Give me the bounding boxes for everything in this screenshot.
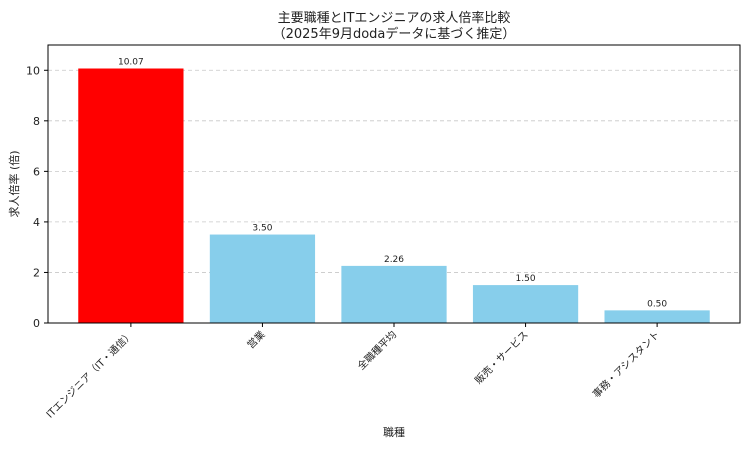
y-tick-label: 6 bbox=[33, 165, 40, 178]
x-tick-label: 営業 bbox=[244, 328, 267, 351]
x-tick-label: 事務・アシスタント bbox=[590, 328, 663, 401]
y-tick-label: 0 bbox=[33, 317, 40, 330]
bar bbox=[341, 265, 447, 323]
bar bbox=[604, 310, 710, 323]
bar bbox=[78, 68, 184, 324]
chart-subtitle: （2025年9月dodaデータに基づく推定） bbox=[273, 26, 516, 42]
y-tick-label: 4 bbox=[33, 216, 40, 229]
x-tick-label: ITエンジニア（IT・通信） bbox=[44, 329, 136, 421]
data-label: 2.26 bbox=[384, 255, 404, 265]
chart-title: 主要職種とITエンジニアの求人倍率比較 bbox=[278, 10, 511, 26]
y-tick-label: 10 bbox=[26, 64, 40, 77]
x-tick-label: 全職種平均 bbox=[355, 328, 400, 373]
data-label: 1.50 bbox=[516, 274, 536, 284]
y-tick-label: 8 bbox=[33, 115, 40, 128]
bar bbox=[209, 234, 316, 323]
data-label: 10.07 bbox=[118, 58, 144, 68]
y-tick-label: 2 bbox=[33, 266, 40, 279]
data-label: 3.50 bbox=[252, 224, 272, 234]
x-axis-label: 職種 bbox=[383, 425, 405, 439]
y-axis-label: 求人倍率 (倍) bbox=[7, 150, 21, 217]
data-label: 0.50 bbox=[647, 299, 667, 309]
x-tick-label: 販売・サービス bbox=[472, 328, 531, 387]
bar bbox=[472, 285, 579, 323]
